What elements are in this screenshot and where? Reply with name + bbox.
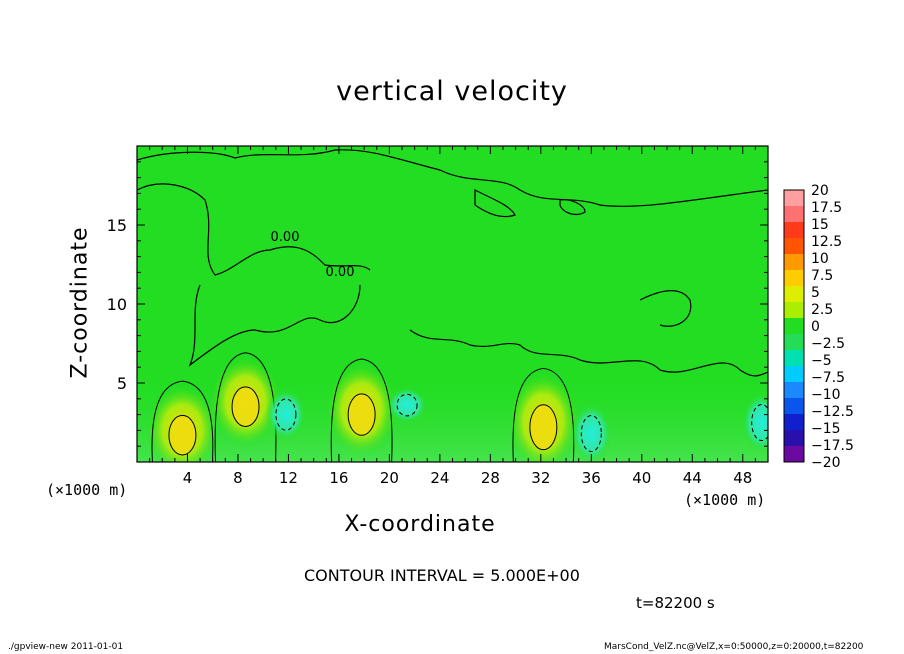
time-stamp: t=82200 s (636, 594, 715, 612)
colorbar-label: 15 (811, 217, 829, 233)
colorbar-swatch (784, 430, 804, 447)
x-tick-label: 48 (733, 469, 752, 487)
colorbar-label: 17.5 (811, 200, 842, 216)
downdraft-shading (265, 388, 306, 441)
colorbar-swatch (784, 222, 804, 239)
colorbar-swatch (784, 446, 804, 463)
x-unit-left: (×1000 m) (46, 481, 128, 499)
colorbar-label: 2.5 (811, 302, 833, 318)
colorbar-swatch (784, 350, 804, 367)
downdraft-shading (387, 387, 428, 424)
footer-right: MarsCond_VelZ.nc@VelZ,x=0:50000,z=0:2000… (604, 642, 864, 652)
colorbar-label: 7.5 (811, 268, 833, 284)
colorbar-label: 20 (811, 183, 829, 199)
contour-interval-note: CONTOUR INTERVAL = 5.000E+00 (304, 566, 580, 585)
x-tick-label: 8 (233, 469, 243, 487)
contour-negative (580, 415, 602, 453)
colorbar-label: 0 (811, 319, 820, 335)
colorbar-swatch (784, 382, 804, 399)
colorbar-swatch (784, 366, 804, 383)
updraft-core (168, 415, 196, 455)
y-tick-label: 5 (117, 374, 127, 393)
contour-0 (151, 380, 214, 462)
colorbar-label: −7.5 (811, 370, 845, 386)
colorbar-label: −12.5 (811, 404, 854, 420)
colorbar-swatch (784, 254, 804, 271)
colorbar-label: 5 (811, 285, 820, 301)
contour-0 (409, 329, 768, 377)
x-tick-label: 24 (430, 469, 449, 487)
y-tick-label: 15 (107, 216, 127, 235)
contour-5 (529, 404, 558, 451)
x-unit-right: (×1000 m) (684, 491, 766, 509)
colorbar-swatch (784, 334, 804, 351)
colorbar-label: −5 (811, 353, 832, 369)
colorbar-swatch (784, 302, 804, 319)
colorbar-swatch (784, 398, 804, 415)
x-tick-label: 20 (380, 469, 399, 487)
contour-0 (639, 290, 692, 327)
contour-0 (512, 367, 575, 462)
x-tick-label: 4 (183, 469, 193, 487)
x-tick-label: 28 (481, 469, 500, 487)
contour-0 (474, 189, 516, 218)
colorbar-label: −17.5 (811, 438, 854, 454)
contour-negative (275, 398, 297, 431)
x-tick-label: 12 (279, 469, 298, 487)
contour-0 (137, 183, 371, 276)
colorbar-swatch (784, 286, 804, 303)
colorbar-label: −20 (811, 455, 841, 471)
colorbar-swatch (784, 318, 804, 335)
colorbar-label: 10 (811, 251, 829, 267)
x-tick-label: 44 (683, 469, 702, 487)
chart-title: vertical velocity (336, 76, 568, 107)
x-axis-label: X-coordinate (344, 512, 496, 537)
field-group: 0.00 0.00 (137, 146, 768, 462)
x-tick-label: 36 (582, 469, 601, 487)
colorbar-frame (783, 189, 805, 463)
updraft-core (232, 386, 260, 427)
contour-label: 0.00 (271, 230, 300, 245)
colorbar-swatch (784, 414, 804, 431)
colorbar-label: −2.5 (811, 336, 845, 352)
colorbar-swatch (784, 206, 804, 223)
plot-area: 0.00 0.00 (136, 145, 769, 463)
colorbar: 2017.51512.5107.552.50−2.5−5−7.5−10−12.5… (783, 183, 854, 471)
x-tick-label: 32 (531, 469, 550, 487)
contour-0 (137, 149, 768, 207)
downdraft-shading (741, 392, 768, 453)
colorbar-label: 12.5 (811, 234, 842, 250)
colorbar-label: −15 (811, 421, 841, 437)
contour-negative (396, 393, 418, 417)
colorbar-swatch (784, 238, 804, 255)
colorbar-swatch (784, 190, 804, 207)
x-tick-label: 16 (329, 469, 348, 487)
downdraft-shading (571, 403, 612, 462)
contour-negative (751, 404, 768, 441)
contour-5 (347, 393, 376, 436)
y-tick-label: 10 (107, 295, 127, 314)
contour-5 (168, 414, 197, 456)
y-axis-label: Z-coordinate (67, 226, 93, 379)
updraft-core (529, 404, 557, 450)
colorbar-swatch (784, 270, 804, 287)
contour-5 (231, 386, 260, 428)
colorbar-label: −10 (811, 387, 841, 403)
x-tick-label: 40 (632, 469, 651, 487)
footer-left: ./gpview-new 2011-01-01 (8, 642, 124, 652)
contour-0 (559, 199, 586, 216)
contour-0 (188, 284, 361, 367)
updraft-core (348, 393, 376, 436)
contour-label: 0.00 (326, 265, 355, 280)
